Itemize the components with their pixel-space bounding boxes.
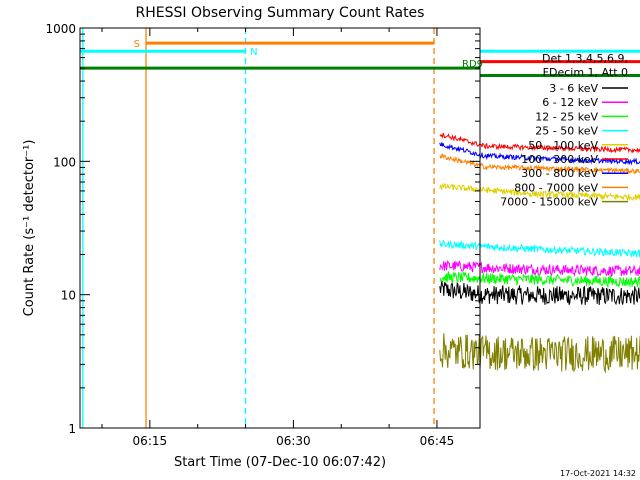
y-tick-label: 1000 (45, 22, 76, 36)
series-line-3-6-kev (439, 279, 640, 306)
x-tick-label: 06:15 (133, 434, 168, 448)
flag-label-rd9: RD9 (462, 59, 483, 70)
legend-entry-label: 300 - 800 keV (521, 167, 598, 180)
legend-entry-label: 3 - 6 keV (549, 82, 598, 95)
timestamp: 17-Oct-2021 14:32 (560, 469, 636, 478)
y-axis-label: Count Rate (s⁻¹ detector⁻¹) (22, 140, 37, 317)
legend: Det 1,3,4,5,6,9,FDecim 1, Att 0 3 - 6 keV… (500, 52, 628, 209)
axes: 06:15 06:30 06:45 1 10 100 1000 (45, 22, 480, 448)
legend-entry-label: 25 - 50 keV (535, 125, 598, 138)
legend-entry-label: 800 - 7000 keV (514, 181, 598, 194)
legend-entry-label: 12 - 25 keV (535, 110, 598, 123)
x-tick-label: 06:30 (276, 434, 311, 448)
flag-label-s: S (134, 39, 140, 50)
flag-bars: SNFRD9RD6 (80, 39, 640, 78)
legend-header-0: Det 1,3,4,5,6,9, (542, 52, 628, 65)
x-tick-label: 06:45 (420, 434, 455, 448)
series-line-50-100-kev (439, 182, 640, 201)
y-tick-label: 1 (68, 422, 76, 436)
legend-entry-label: 100 - 300 keV (521, 153, 598, 166)
vertical-markers (82, 28, 435, 428)
series-line-100-300-kev (439, 132, 640, 154)
series-line-6-12-kev (439, 259, 640, 278)
x-axis-label: Start Time (07-Dec-10 06:07:42) (174, 455, 386, 470)
flag-label-n: N (250, 47, 257, 58)
series-line-800-7000-kev (439, 152, 640, 175)
chart-title: RHESSI Observing Summary Count Rates (136, 5, 425, 21)
y-tick-label: 100 (53, 155, 76, 169)
series-line-12-25-kev (439, 270, 640, 289)
legend-header-1: FDecim 1, Att 0 (543, 66, 628, 79)
series-layer (439, 132, 640, 374)
legend-entry-label: 6 - 12 keV (542, 96, 598, 109)
plot-frame (79, 27, 481, 429)
legend-entry-label: 7000 - 15000 keV (500, 196, 598, 209)
y-tick-label: 10 (61, 289, 76, 303)
series-line-300-800-kev (439, 142, 640, 166)
series-line-25-50-kev (439, 239, 640, 259)
legend-entry-label: 50 - 100 keV (528, 139, 598, 152)
series-line-7000-15000-kev (439, 333, 640, 374)
